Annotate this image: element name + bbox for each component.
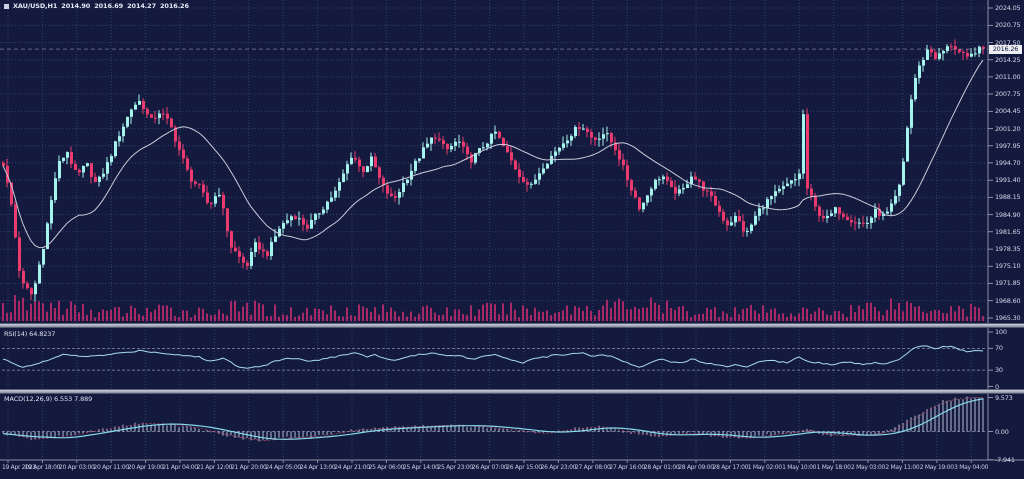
time-axis-label: 26 Apr 23:00 (540, 464, 577, 471)
macd-axis-label: -7.941 (995, 455, 1015, 464)
time-axis-label: 1 May 18:00 (816, 464, 851, 471)
time-axis-label: 25 Apr 14:00 (403, 464, 439, 471)
time-axis-label: 3 May 04:00 (954, 464, 989, 471)
price-axis-label: 2001.20 (995, 124, 1021, 133)
price-axis-label: 1975.10 (995, 262, 1021, 271)
time-axis-label: 19 Apr 2023 (2, 464, 36, 471)
rsi-indicator-label: RSI(14) 64.8237 (4, 330, 56, 338)
price-axis-label: 1981.65 (995, 227, 1021, 236)
rsi-axis-label: 0 (995, 382, 999, 391)
chart-title: XAU/USD,H1 2014.90 2016.69 2014.27 2016.… (4, 2, 189, 10)
panel-separator[interactable] (0, 389, 1024, 394)
chart-symbol-icon (4, 3, 9, 9)
price-axis-label: 1984.90 (995, 210, 1021, 219)
price-axis-label: 1968.60 (995, 296, 1021, 305)
ohlc-open: 2014.90 (61, 2, 91, 10)
price-axis-label: 2020.75 (995, 21, 1021, 30)
price-axis-label: 1978.35 (995, 245, 1021, 254)
time-axis-label: 24 Apr 13:00 (299, 464, 336, 471)
time-axis-label: 20 Apr 03:00 (59, 464, 95, 471)
rsi-axis-label: 100 (995, 328, 1007, 336)
time-axis-label: 21 Apr 04:00 (162, 464, 198, 471)
time-axis-label: 2 May 03:00 (850, 464, 886, 471)
rsi-axis-label: 70 (995, 344, 1003, 353)
time-axis-label: 20 Apr 11:00 (93, 464, 129, 471)
time-axis-label: 28 Apr 17:00 (712, 464, 749, 471)
price-axis-label: 1991.40 (995, 176, 1021, 185)
panel-separator[interactable] (0, 323, 1024, 328)
time-axis-label: 26 Apr 15:00 (506, 464, 542, 471)
symbol-timeframe: XAU/USD,H1 (13, 2, 58, 10)
price-axis-label: 2014.25 (995, 55, 1021, 64)
price-axis-label: 1994.70 (995, 158, 1021, 167)
time-axis-label: 20 Apr 19:00 (127, 464, 164, 471)
ohlc-close: 2016.26 (160, 2, 189, 10)
time-axis-label: 24 Apr 21:00 (334, 464, 370, 471)
time-axis-label: 2 May 11:00 (885, 464, 920, 471)
time-axis-label: 21 Apr 20:00 (231, 464, 267, 471)
price-axis-label: 2011.00 (995, 72, 1021, 81)
time-axis-label: 2 May 19:00 (919, 464, 954, 471)
ohlc-low: 2014.27 (127, 2, 156, 10)
price-axis-label: 2004.45 (995, 107, 1021, 116)
ohlc-high: 2016.69 (94, 2, 124, 10)
price-axis-label: 1965.30 (995, 314, 1021, 322)
price-axis-label: 2024.05 (995, 4, 1021, 12)
time-axis-label: 28 Apr 01:00 (643, 464, 680, 471)
time-axis-label: 1 May 02:00 (747, 464, 782, 471)
time-axis-label: 27 Apr 16:00 (609, 464, 645, 471)
time-axis-label: 28 Apr 09:00 (678, 464, 714, 471)
time-axis-label: 24 Apr 05:00 (265, 464, 301, 471)
time-axis-label: 25 Apr 23:00 (437, 464, 473, 471)
price-axis-label: 2017.50 (995, 38, 1021, 47)
price-axis-label: 1988.15 (995, 193, 1021, 202)
macd-axis-label: 0.00 (995, 427, 1009, 436)
time-axis-label: 21 Apr 12:00 (196, 464, 233, 471)
time-axis-label: 19 Apr 18:00 (24, 464, 61, 471)
time-axis-label: 26 Apr 07:00 (471, 464, 508, 471)
rsi-axis-label: 30 (995, 366, 1003, 375)
price-axis-label: 1971.85 (995, 279, 1021, 288)
time-axis-label: 25 Apr 06:00 (368, 464, 405, 471)
macd-axis-label: 9.573 (995, 393, 1013, 402)
time-axis-label: 27 Apr 08:00 (575, 464, 611, 471)
macd-indicator-label: MACD(12,26,9) 6.553 7.889 (4, 395, 93, 403)
time-axis-label: 1 May 10:00 (782, 464, 817, 471)
current-price-tag: 2016.26 (989, 45, 1022, 54)
price-axis-label: 1997.95 (995, 141, 1021, 150)
price-axis-label: 2007.75 (995, 90, 1021, 98)
